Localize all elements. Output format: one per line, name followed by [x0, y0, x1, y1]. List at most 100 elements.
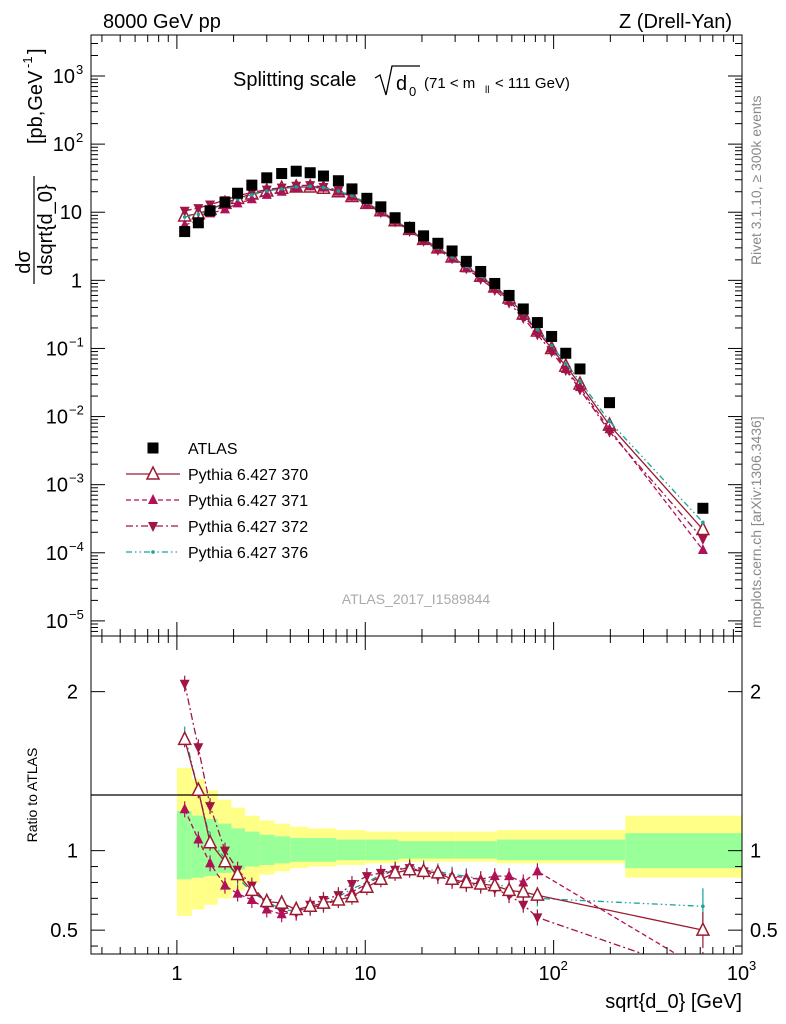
ratio-point: [316, 894, 331, 909]
inner-band-segment: [398, 841, 422, 859]
analysis-watermark: ATLAS_2017_I1589844: [342, 591, 491, 607]
x-tick-label-base: 10: [539, 963, 561, 985]
data-point: [204, 205, 216, 217]
legend-entry: Pythia 6.427 370: [126, 465, 308, 484]
y-tick-label: 10 −2: [46, 403, 84, 429]
data-point: [182, 215, 187, 219]
inner-band-segment: [290, 837, 309, 862]
ratio-point: [518, 876, 529, 887]
data-point: [446, 245, 458, 257]
ratio-y-tick-label-right: 0.5: [750, 920, 778, 942]
data-point: [418, 230, 430, 242]
data-point: [193, 204, 204, 215]
data-point: [560, 366, 571, 377]
inner-band-segment: [274, 836, 291, 864]
data-point: [607, 419, 612, 424]
data-point: [697, 543, 708, 554]
data-point: [308, 184, 312, 189]
y-tick-label-base: 10: [46, 475, 68, 497]
legend-label: Pythia 6.427 376: [188, 545, 308, 562]
data-point: [531, 317, 543, 329]
ratio-y-tick-label: 2: [67, 682, 78, 704]
ratio-point: [701, 904, 705, 909]
x-tick-label-base: 10: [727, 963, 749, 985]
ratio-point: [259, 892, 274, 908]
ratio-point: [387, 864, 403, 879]
y-tick-label-exponent: −3: [69, 471, 84, 486]
data-point: [574, 363, 586, 375]
ratio-point: [230, 865, 245, 881]
ratio-point: [698, 964, 708, 974]
inner-band-segment: [421, 841, 456, 859]
y-tick-label: 10 −3: [46, 471, 84, 497]
data-point: [389, 212, 401, 224]
ratio-point: [516, 883, 531, 898]
ratio-point: [179, 679, 190, 690]
plot-title: Splitting scale d 0 (71 < m ll < 111 GeV…: [233, 65, 570, 99]
data-point: [290, 165, 302, 177]
y-tick-label-text: 1: [71, 270, 82, 292]
inner-band-segment: [336, 839, 366, 861]
ratio-point: [344, 888, 360, 903]
data-point: [361, 192, 373, 204]
ratio-point: [217, 853, 233, 868]
data-point: [578, 379, 582, 384]
title-range-suffix: < 111 GeV): [495, 75, 570, 92]
data-point: [346, 183, 358, 195]
ratio-y-tick-label-right: 2: [750, 682, 761, 704]
data-point: [192, 217, 204, 229]
rivet-version-label: Rivet 3.1.10, ≥ 300k events: [748, 95, 764, 265]
data-point: [447, 254, 458, 265]
inner-band-segment: [245, 831, 260, 867]
data-point: [261, 172, 273, 184]
y-tick-label: 10: [60, 202, 82, 224]
ratio-point: [473, 875, 488, 890]
data-point: [475, 265, 487, 277]
title-range-subscript: ll: [485, 85, 489, 96]
ratio-point: [302, 897, 318, 913]
data-point: [695, 520, 711, 536]
data-point: [697, 502, 709, 514]
data-point: [535, 327, 540, 332]
data-point: [321, 185, 326, 190]
y-tick-label: 10 −4: [46, 539, 84, 565]
data-point: [701, 520, 705, 525]
inner-band-segment: [308, 837, 337, 862]
legend-marker: [147, 442, 159, 454]
ratio-point: [274, 894, 289, 909]
ratio-point: [444, 870, 460, 886]
svg-text:[pb,GeV: [pb,GeV: [25, 70, 47, 144]
data-point: [517, 303, 529, 315]
y-tick-label-base: 10: [46, 407, 68, 429]
data-point: [232, 187, 244, 199]
y-tick-label: 10 −1: [46, 334, 84, 360]
legend-entry: Pythia 6.427 376: [126, 545, 308, 562]
data-point: [350, 193, 354, 198]
ratio-series-layer: [177, 675, 711, 974]
data-point: [196, 212, 201, 217]
ratio-point: [193, 833, 204, 844]
inner-band-segment: [231, 828, 246, 870]
data-point: [460, 255, 472, 267]
ratio-point: [177, 730, 192, 746]
legend-entry: ATLAS: [147, 441, 238, 458]
ratio-y-axis-label: Ratio to ATLAS: [24, 748, 40, 843]
y-tick-label: 10 2: [53, 130, 83, 156]
data-point: [563, 361, 568, 366]
legend-marker: [148, 522, 158, 532]
data-point: [276, 168, 288, 180]
data-point: [279, 187, 284, 191]
x-tick-label-base: 10: [354, 963, 376, 985]
y-tick-label: 1: [71, 270, 82, 292]
main-y-axis-label: dσ dsqrt{d_0} [pb,GeV -1 ]: [13, 48, 57, 284]
x-tick-label-base: 1: [171, 963, 182, 985]
y-tick-label-base: 10: [53, 134, 75, 156]
y-tick-label-base: 10: [53, 66, 75, 88]
header-collision: 8000 GeV pp: [103, 11, 221, 33]
main-ticks: [91, 34, 743, 637]
legend-label: Pythia 6.427 371: [188, 493, 308, 510]
data-point: [304, 167, 316, 179]
